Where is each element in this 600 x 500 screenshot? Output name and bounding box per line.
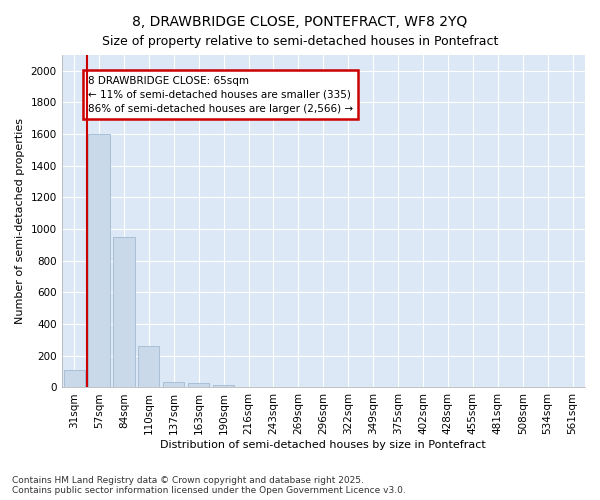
Y-axis label: Number of semi-detached properties: Number of semi-detached properties: [15, 118, 25, 324]
Text: Size of property relative to semi-detached houses in Pontefract: Size of property relative to semi-detach…: [102, 35, 498, 48]
Bar: [138, 346, 160, 388]
Bar: [113, 237, 134, 388]
Bar: [64, 370, 85, 388]
Bar: [88, 134, 110, 388]
X-axis label: Distribution of semi-detached houses by size in Pontefract: Distribution of semi-detached houses by …: [160, 440, 486, 450]
Bar: [213, 385, 234, 388]
Text: 8 DRAWBRIDGE CLOSE: 65sqm
← 11% of semi-detached houses are smaller (335)
86% of: 8 DRAWBRIDGE CLOSE: 65sqm ← 11% of semi-…: [88, 76, 353, 114]
Text: 8, DRAWBRIDGE CLOSE, PONTEFRACT, WF8 2YQ: 8, DRAWBRIDGE CLOSE, PONTEFRACT, WF8 2YQ: [133, 15, 467, 29]
Bar: [163, 382, 184, 388]
Bar: [238, 387, 259, 388]
Bar: [188, 382, 209, 388]
Text: Contains HM Land Registry data © Crown copyright and database right 2025.
Contai: Contains HM Land Registry data © Crown c…: [12, 476, 406, 495]
